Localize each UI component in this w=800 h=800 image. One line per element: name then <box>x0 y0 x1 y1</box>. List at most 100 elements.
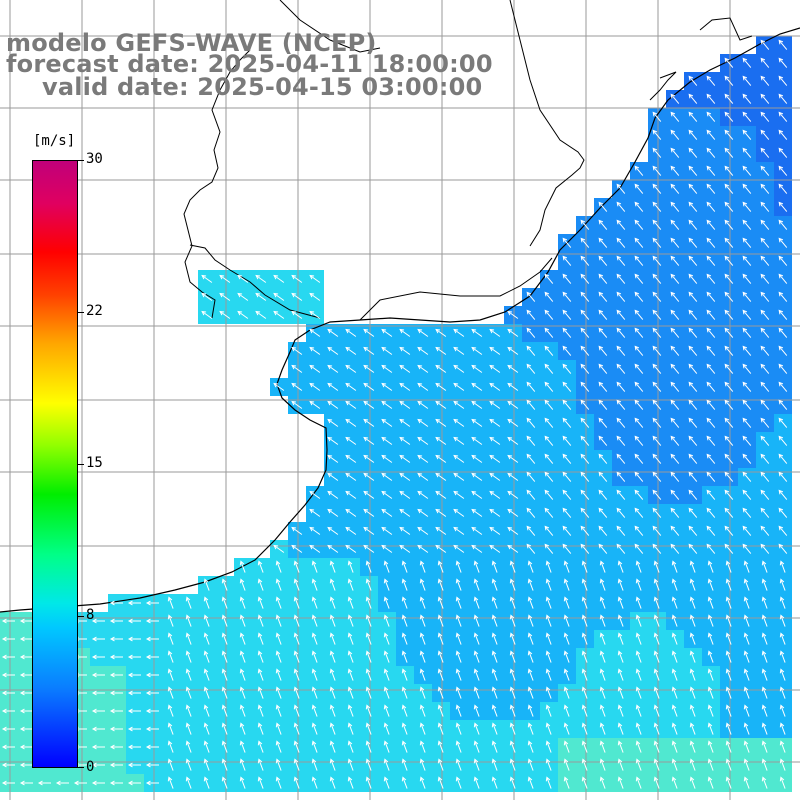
wind-arrow <box>742 201 752 212</box>
wind-arrow <box>489 346 501 355</box>
wind-arrow <box>19 636 33 642</box>
wind-arrow <box>91 762 105 768</box>
wind-arrow <box>706 345 716 356</box>
wind-arrow <box>562 345 572 356</box>
wind-arrow <box>255 292 267 301</box>
wind-arrow <box>634 489 644 500</box>
wind-arrow <box>471 382 483 391</box>
wind-arrow <box>185 632 192 645</box>
wind-arrow <box>363 454 375 463</box>
wind-arrow <box>491 578 498 591</box>
wind-arrow <box>327 490 339 499</box>
wind-arrow <box>742 147 752 158</box>
wind-arrow <box>257 740 264 753</box>
wind-arrow <box>545 614 552 627</box>
wind-arrow <box>581 704 588 717</box>
wind-arrow <box>688 147 698 158</box>
wind-arrow <box>724 291 734 302</box>
wind-arrow <box>473 614 480 627</box>
wind-arrow <box>743 740 750 753</box>
wind-arrow <box>760 309 770 320</box>
wind-arrow <box>509 704 516 717</box>
wind-arrow <box>580 327 590 338</box>
wind-arrow <box>239 578 246 591</box>
wind-arrow <box>689 668 696 681</box>
wind-arrow <box>545 578 552 591</box>
wind-arrow <box>473 632 480 645</box>
wind-arrow <box>401 614 408 627</box>
wind-arrow <box>507 490 519 499</box>
wind-arrow <box>761 686 768 699</box>
wind-arrow <box>257 722 264 735</box>
wind-arrow <box>598 435 608 446</box>
wind-arrow <box>599 758 606 771</box>
wind-arrow <box>219 310 231 319</box>
wind-arrow <box>688 363 698 374</box>
wind-arrow <box>311 704 318 717</box>
wind-arrow <box>707 560 714 573</box>
wind-arrow <box>419 704 426 717</box>
wind-arrow <box>1 780 15 786</box>
wind-arrow <box>167 758 174 771</box>
wind-arrow <box>311 650 318 663</box>
wind-arrow <box>670 219 680 230</box>
wind-arrow <box>419 722 426 735</box>
wind-arrow <box>616 381 626 392</box>
wind-arrow <box>724 381 734 392</box>
wind-arrow <box>239 614 246 627</box>
wind-arrow <box>598 399 608 410</box>
wind-arrow <box>616 201 626 212</box>
wind-arrow <box>491 632 498 645</box>
wind-arrow <box>688 201 698 212</box>
wind-arrow <box>778 417 788 428</box>
wind-arrow <box>275 758 282 771</box>
wind-arrow <box>365 686 372 699</box>
wind-arrow <box>109 600 123 606</box>
wind-arrow <box>706 525 716 536</box>
wind-arrow <box>562 543 572 554</box>
wind-arrow <box>419 596 426 609</box>
wind-arrow <box>203 632 210 645</box>
wind-arrow <box>617 614 624 627</box>
wind-arrow <box>455 614 462 627</box>
wind-arrow <box>670 237 680 248</box>
wind-arrow <box>562 327 572 338</box>
wind-arrow <box>652 309 662 320</box>
wind-arrow <box>145 690 159 696</box>
wind-arrow <box>743 650 750 663</box>
wind-arrow <box>707 578 714 591</box>
wind-arrow <box>742 129 752 140</box>
wind-arrow <box>417 364 429 373</box>
wind-arrow <box>562 363 572 374</box>
wind-arrow <box>652 381 662 392</box>
wind-arrow <box>688 183 698 194</box>
wind-arrow <box>419 578 426 591</box>
wind-arrow <box>725 560 732 573</box>
wind-arrow <box>725 614 732 627</box>
wind-arrow <box>580 237 590 248</box>
wind-arrow <box>706 291 716 302</box>
wind-arrow <box>167 740 174 753</box>
wind-arrow <box>257 614 264 627</box>
wind-arrow <box>635 668 642 681</box>
wind-arrow <box>724 471 734 482</box>
wind-arrow <box>580 363 590 374</box>
wind-arrow <box>545 758 552 771</box>
wind-arrow <box>345 436 357 445</box>
wind-arrow <box>760 147 770 158</box>
wind-arrow <box>706 219 716 230</box>
wind-arrow <box>598 345 608 356</box>
wind-arrow <box>580 273 590 284</box>
wind-arrow <box>581 722 588 735</box>
wind-arrow <box>527 560 534 573</box>
wind-arrow <box>544 525 554 536</box>
wind-arrow <box>435 400 447 409</box>
wind-arrow <box>489 436 501 445</box>
wind-arrow <box>73 780 87 786</box>
wind-arrow <box>653 686 660 699</box>
wind-arrow <box>724 327 734 338</box>
colorbar-tick-label: 22 <box>86 303 103 319</box>
wind-arrow <box>1 726 15 732</box>
wind-arrow <box>634 381 644 392</box>
wind-arrow <box>598 543 608 554</box>
